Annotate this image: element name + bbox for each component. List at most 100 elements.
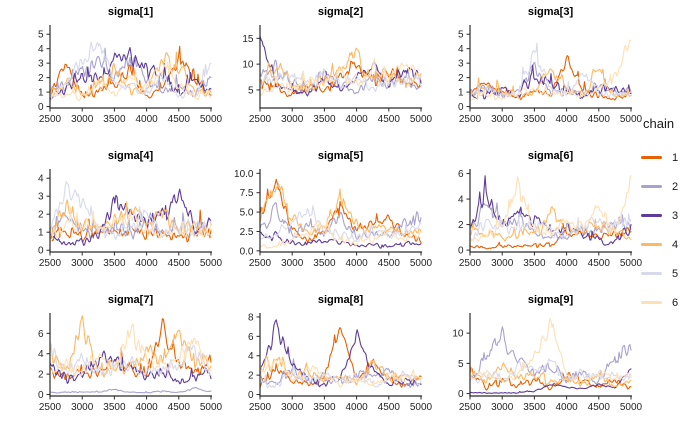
x-tick-label: 3500 <box>313 258 336 269</box>
legend-item-chain-6: 6 <box>641 288 699 317</box>
y-tick-label: 2 <box>38 210 44 221</box>
trace-line-chain-2 <box>469 202 632 240</box>
trace-line-chain-5 <box>49 180 212 241</box>
y-tick-label: 3 <box>38 59 44 70</box>
x-tick-label: 4000 <box>555 402 578 413</box>
x-tick-label: 3500 <box>103 402 126 413</box>
trace-line-chain-2 <box>49 47 212 98</box>
trace-line-chain-6 <box>259 219 422 249</box>
trace-line-chain-5 <box>259 205 422 243</box>
y-tick-label: 5 <box>248 85 254 96</box>
y-tick-label: 2.5 <box>240 227 254 238</box>
y-tick-label: 5.0 <box>240 208 254 219</box>
panel-title: sigma[5] <box>318 150 364 162</box>
x-tick-label: 2500 <box>39 402 62 413</box>
x-tick-label: 2500 <box>249 258 272 269</box>
legend-line-swatch <box>641 185 662 188</box>
x-tick-label: 4500 <box>588 402 611 413</box>
y-tick-label: 2 <box>38 73 44 84</box>
x-tick-label: 2500 <box>249 114 272 125</box>
trace-line-chain-3 <box>49 350 212 385</box>
x-tick-label: 5000 <box>200 402 223 413</box>
x-tick-label: 3500 <box>103 258 126 269</box>
legend-label: 2 <box>672 180 679 193</box>
y-tick-label: 0.0 <box>240 246 254 257</box>
x-tick-label: 4500 <box>378 402 401 413</box>
trace-line-chain-1 <box>469 367 632 391</box>
legend-item-chain-3: 3 <box>641 201 699 230</box>
legend-items: 1 2 3 4 5 6 <box>641 143 699 317</box>
trace-line-chain-1 <box>469 226 632 250</box>
y-tick-label: 0 <box>38 102 44 113</box>
trace-line-chain-3 <box>469 64 632 100</box>
trace-line-chain-6 <box>259 57 422 96</box>
trace-line-chain-2 <box>469 326 632 385</box>
x-tick-label: 2500 <box>249 402 272 413</box>
trace-line-chain-4 <box>49 51 212 97</box>
x-tick-label: 4000 <box>135 114 158 125</box>
y-tick-label: 0 <box>458 389 464 400</box>
trace-line-chain-4 <box>469 68 632 99</box>
y-tick-label: 4 <box>38 349 44 360</box>
x-tick-label: 3000 <box>491 114 514 125</box>
trace-line-chain-5 <box>49 41 212 102</box>
trace-line-chain-3 <box>259 35 422 97</box>
panel-title: sigma[7] <box>108 294 154 306</box>
y-tick-label: 1 <box>458 88 464 99</box>
legend-item-chain-1: 1 <box>641 143 699 172</box>
legend-label: 5 <box>672 267 679 280</box>
y-tick-label: 5 <box>38 30 44 41</box>
trace-line-chain-3 <box>259 231 422 249</box>
x-tick-label: 3000 <box>71 114 94 125</box>
y-tick-label: 0 <box>38 246 44 257</box>
x-tick-label: 2500 <box>459 402 482 413</box>
x-tick-label: 3000 <box>491 402 514 413</box>
x-tick-label: 3500 <box>523 114 546 125</box>
x-tick-label: 3500 <box>103 114 126 125</box>
trace-panel-sigma[5]: 0.0 2.5 5.0 7.5 10.0 2500 3000 3500 4000 4500 5000… <box>234 150 433 269</box>
trace-line-chain-1 <box>259 178 422 244</box>
y-tick-label: 4 <box>248 351 254 362</box>
y-tick-label: 3 <box>38 192 44 203</box>
trace-line-chain-6 <box>469 39 632 102</box>
x-tick-label: 4000 <box>345 114 368 125</box>
y-tick-label: 6 <box>38 329 44 340</box>
x-tick-label: 2500 <box>39 114 62 125</box>
y-tick-label: 10 <box>452 329 464 340</box>
trace-panel-sigma[6]: 0 2 4 6 2500 3000 3500 4000 4500 5000 sigma[6] <box>458 150 643 269</box>
x-tick-label: 4000 <box>555 114 578 125</box>
y-tick-label: 1 <box>38 228 44 239</box>
y-tick-label: 8 <box>248 312 254 323</box>
y-tick-label: 4 <box>38 44 44 55</box>
trace-line-chain-5 <box>259 68 422 92</box>
legend-label: 6 <box>672 296 679 309</box>
panel-title: sigma[6] <box>528 150 574 162</box>
trace-line-chain-3 <box>469 368 632 394</box>
x-tick-label: 2500 <box>39 258 62 269</box>
panel-title: sigma[2] <box>318 6 364 18</box>
trace-panel-sigma[7]: 0 2 4 6 2500 3000 3500 4000 4500 5000 sigma[7] <box>38 294 223 413</box>
trace-line-chain-6 <box>469 317 632 384</box>
x-tick-label: 5000 <box>200 114 223 125</box>
y-tick-label: 15 <box>242 34 254 45</box>
y-tick-label: 10 <box>242 60 254 71</box>
y-tick-label: 3 <box>458 59 464 70</box>
x-tick-label: 3000 <box>491 258 514 269</box>
x-tick-label: 3500 <box>523 402 546 413</box>
x-tick-label: 3000 <box>71 258 94 269</box>
panel-title: sigma[9] <box>528 294 574 306</box>
trace-line-chain-1 <box>259 60 422 97</box>
y-tick-label: 0 <box>248 390 254 401</box>
x-tick-label: 4500 <box>588 114 611 125</box>
trace-line-chain-5 <box>469 358 632 384</box>
y-tick-label: 2 <box>458 73 464 84</box>
x-tick-label: 3500 <box>313 114 336 125</box>
trace-panel-sigma[3]: 0 1 2 3 4 5 2500 3000 3500 4000 4500 5000 sigma[3] <box>458 6 643 125</box>
trace-panel-sigma[9]: 0 5 10 2500 3000 3500 4000 4500 5000 sigma[9] <box>452 294 642 413</box>
x-tick-label: 3000 <box>71 402 94 413</box>
y-tick-label: 5 <box>458 30 464 41</box>
x-tick-label: 5000 <box>200 258 223 269</box>
y-tick-label: 2 <box>458 220 464 231</box>
y-tick-label: 1 <box>38 88 44 99</box>
